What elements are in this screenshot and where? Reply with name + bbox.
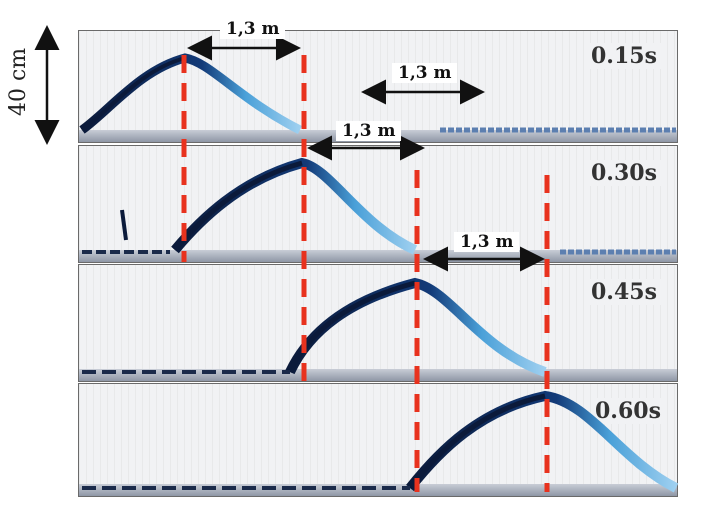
distance-label-2: 1,3 m (392, 63, 458, 83)
frame-4: 0.60s (78, 383, 678, 497)
wave-frame-3 (82, 277, 547, 377)
distance-label-3: 1,3 m (336, 121, 402, 141)
marker-lines (181, 55, 550, 492)
time-label-1: 0.15s (587, 43, 661, 69)
time-label-3: 0.45s (587, 279, 661, 305)
time-label-2: 0.30s (587, 160, 661, 186)
wave-frame-4 (82, 390, 679, 493)
distance-label-4: 1,3 m (454, 232, 520, 252)
wave-frame-1 (79, 53, 676, 135)
time-label-4: 0.60s (591, 398, 665, 424)
wave-frame-2 (82, 157, 676, 255)
distance-label-1: 1,3 m (220, 19, 286, 39)
